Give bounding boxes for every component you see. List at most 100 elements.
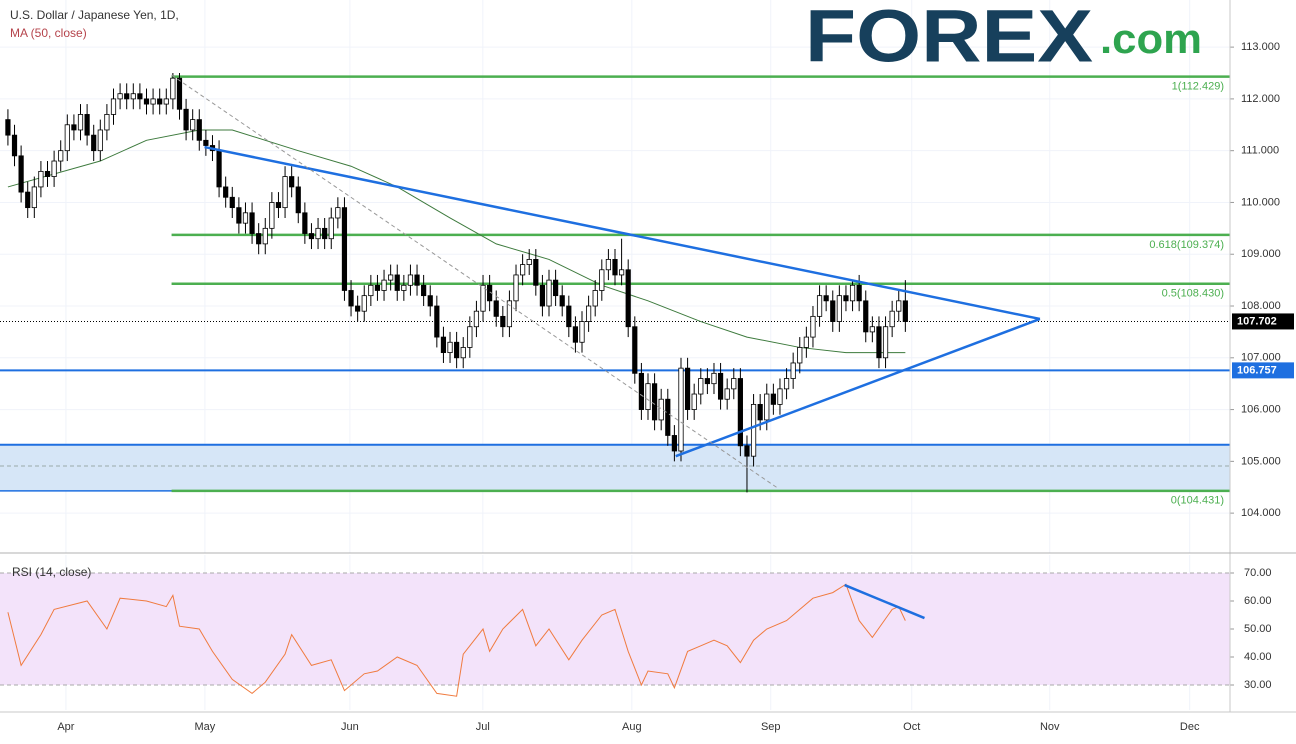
candle-body (711, 372, 717, 385)
candle-body (559, 295, 565, 307)
x-tick-label: Jul (476, 721, 490, 733)
rsi-y-tick-label: 60.00 (1244, 595, 1272, 607)
candle-body (295, 186, 301, 214)
candle-body (394, 274, 400, 291)
candle-body (770, 393, 776, 405)
candle-body (104, 114, 110, 131)
rsi-y-tick-label: 30.00 (1244, 679, 1272, 691)
x-tick-label: Sep (761, 721, 781, 733)
rsi-y-tick-label: 70.00 (1244, 567, 1272, 579)
candle-body (91, 134, 97, 152)
candle-body (553, 279, 559, 297)
candle-body (896, 300, 902, 312)
fib-label: 0.618(109.374) (1149, 239, 1224, 251)
candle-body (803, 336, 809, 348)
candle-body (130, 93, 136, 100)
candle-body (414, 274, 420, 286)
rsi-band (0, 573, 1230, 685)
candle-body (863, 300, 869, 333)
candle-body (110, 98, 117, 115)
candle-body (816, 295, 823, 317)
candle-body (454, 341, 460, 359)
candle-body (203, 139, 209, 146)
candle-body (856, 284, 862, 302)
level-tag-label: 106.757 (1237, 364, 1277, 376)
x-tick-label: Apr (57, 721, 74, 733)
candle-body (242, 212, 249, 224)
fib-label: 1(112.429) (1172, 81, 1224, 93)
candle-body (322, 227, 328, 240)
candle-body (308, 233, 315, 240)
candle-body (18, 155, 24, 193)
candle-body (38, 170, 44, 188)
candle-body (520, 264, 526, 276)
candle-body (368, 284, 374, 297)
y-tick-label: 109.000 (1241, 248, 1281, 260)
candle-body (823, 295, 829, 302)
y-tick-label: 106.000 (1241, 403, 1281, 415)
x-tick-label: Dec (1180, 721, 1200, 733)
support-zone (0, 444, 1230, 491)
candle-body (427, 295, 433, 307)
logo-suffix: .com (1100, 15, 1202, 62)
candle-body (25, 191, 31, 209)
rsi-label: RSI (14, close) (12, 565, 91, 579)
candle-body (216, 150, 222, 188)
candle-body (777, 388, 783, 405)
candle-body (533, 259, 539, 286)
y-tick-label: 108.000 (1241, 300, 1281, 312)
candle-body (651, 383, 658, 421)
candle-body (731, 378, 737, 390)
candle-body (691, 393, 697, 410)
x-tick-label: Jun (341, 721, 359, 733)
candle-body (355, 305, 361, 312)
fib-label: 0.5(108.430) (1162, 288, 1224, 300)
candle-body (289, 176, 295, 188)
candle-body (348, 290, 354, 307)
candle-body (698, 378, 704, 395)
candle-body (467, 326, 473, 348)
candle-body (526, 259, 532, 265)
logo: FOREX (805, 0, 1093, 78)
candle-body (341, 207, 348, 291)
rsi-y-tick-label: 40.00 (1244, 651, 1272, 663)
candle-body (183, 108, 189, 131)
candle-body (876, 326, 882, 359)
candle-body (157, 98, 163, 105)
candle-body (605, 259, 612, 271)
candle-body (407, 274, 414, 286)
candle-body (137, 93, 143, 100)
candle-body (223, 186, 229, 198)
candle-body (579, 321, 585, 343)
candle-body (84, 114, 90, 136)
marks-layer (5, 73, 908, 697)
x-tick-label: Nov (1040, 721, 1060, 733)
candle-body (704, 378, 710, 385)
ma-label: MA (50, close) (10, 26, 87, 40)
candle-body (447, 341, 453, 354)
candle-body (460, 347, 466, 359)
candle-body (361, 295, 367, 312)
x-tick-label: May (194, 721, 215, 733)
candle-body (44, 170, 51, 177)
candle-body (783, 378, 790, 390)
chart-title: U.S. Dollar / Japanese Yen, 1D, (10, 8, 179, 22)
rsi-trendline (844, 583, 925, 620)
candle-body (843, 295, 849, 302)
candle-body (797, 347, 803, 364)
candle-body (249, 212, 255, 234)
candle-body (328, 217, 334, 240)
candle-body (684, 367, 691, 410)
candle-body (229, 196, 235, 209)
candle-body (256, 233, 262, 245)
candle-body (440, 336, 447, 354)
candle-body (750, 403, 757, 457)
y-tick-label: 112.000 (1241, 93, 1280, 105)
candle-body (473, 310, 480, 328)
last-price-label: 107.702 (1237, 315, 1277, 327)
candle-body (421, 284, 427, 297)
level-tag (1232, 362, 1294, 379)
y-tick-label: 110.000 (1241, 196, 1280, 208)
candle-body (71, 124, 77, 131)
candle-body (902, 300, 908, 322)
